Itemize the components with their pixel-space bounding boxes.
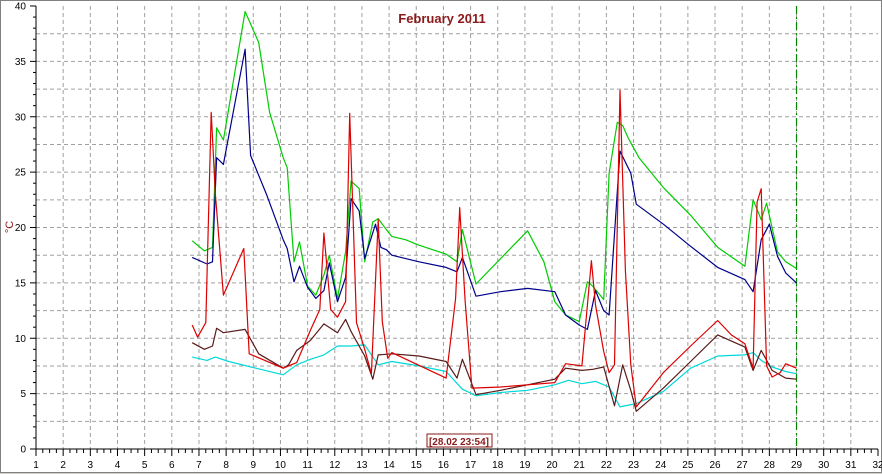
y-tick-label: 0 — [20, 445, 26, 456]
y-tick-label: 10 — [15, 334, 27, 345]
series-line-4 — [191, 318, 797, 412]
x-tick-label: 8 — [223, 460, 229, 471]
x-tick-label: 14 — [384, 460, 396, 471]
x-tick-label: 32 — [872, 460, 882, 471]
timestamp-box — [426, 433, 493, 448]
grid — [36, 6, 878, 449]
x-tick-label: 19 — [519, 460, 531, 471]
x-tick-label: 28 — [764, 460, 776, 471]
y-tick-label: 25 — [15, 168, 27, 179]
x-tick-label: 20 — [547, 460, 559, 471]
timestamp-label: [28.02 23:54] — [429, 437, 489, 448]
x-tick-label: 10 — [275, 460, 287, 471]
x-tick-label: 29 — [791, 460, 803, 471]
y-tick-label: 40 — [15, 2, 27, 13]
x-tick-label: 24 — [655, 460, 667, 471]
x-tick-label: 3 — [88, 460, 94, 471]
x-tick-label: 12 — [329, 460, 341, 471]
y-tick-label: 5 — [20, 389, 26, 400]
x-tick-label: 31 — [845, 460, 857, 471]
x-tick-label: 27 — [737, 460, 749, 471]
series-line-1 — [191, 10, 797, 323]
x-tick-label: 11 — [302, 460, 313, 471]
x-tick-label: 4 — [115, 460, 121, 471]
chart-title: February 2011 — [398, 11, 485, 26]
x-tick-label: 15 — [411, 460, 423, 471]
x-tick-label: 22 — [601, 460, 613, 471]
y-tick-label: 20 — [15, 223, 27, 234]
x-tick-label: 16 — [438, 460, 450, 471]
x-tick-label: 26 — [709, 460, 721, 471]
series-line-5 — [191, 89, 797, 408]
y-tick-label: 30 — [15, 112, 27, 123]
y-axis-label: °C — [4, 221, 16, 233]
x-tick-label: 18 — [492, 460, 504, 471]
y-tick-label: 35 — [15, 57, 27, 68]
x-tick-label: 1 — [33, 460, 39, 471]
x-tick-label: 6 — [169, 460, 175, 471]
x-tick-label: 2 — [60, 460, 66, 471]
x-tick-label: 7 — [196, 460, 202, 471]
series-line-2 — [191, 48, 797, 330]
x-tick-label: 25 — [682, 460, 694, 471]
series-lines — [191, 10, 797, 412]
x-tick-label: 23 — [628, 460, 640, 471]
x-tick-label: 13 — [356, 460, 368, 471]
series-line-3 — [192, 344, 797, 408]
y-tick-label: 15 — [15, 278, 27, 289]
x-tick-label: 5 — [142, 460, 148, 471]
x-tick-label: 17 — [465, 460, 477, 471]
x-tick-label: 30 — [818, 460, 830, 471]
x-tick-label: 9 — [251, 460, 257, 471]
x-tick-label: 21 — [574, 460, 586, 471]
